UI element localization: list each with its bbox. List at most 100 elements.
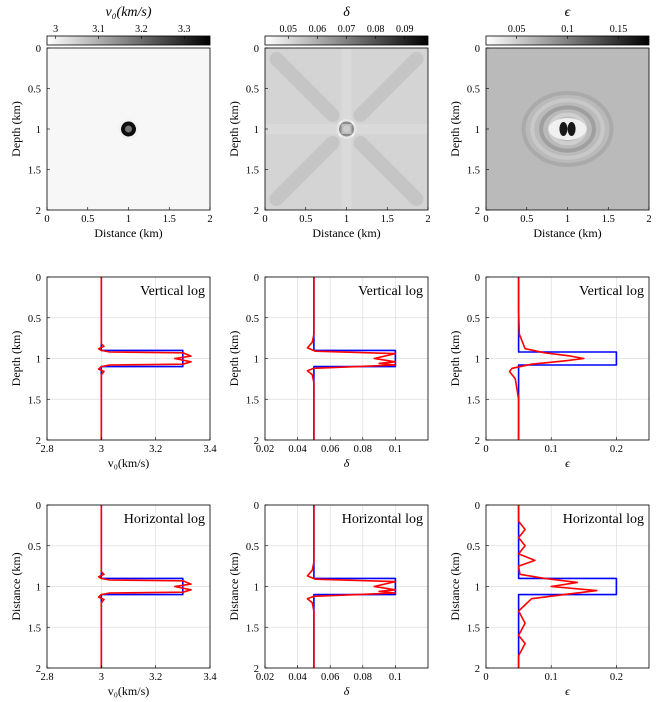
x-tick-label: 0.1 [389,444,402,455]
y-axis-label: Depth (km) [448,101,462,157]
x-tick-label: 0.08 [354,672,372,683]
x-tick-label: 0.02 [256,672,274,683]
y-tick-label: 2 [36,436,41,447]
colorbar-title: ϵ [565,5,572,20]
colorbar-tick-label: 0.15 [610,24,628,35]
x-tick-label: 0.1 [389,672,402,683]
colorbar-tick-label: 3.3 [178,24,191,35]
colorbar-tick-label: 0.07 [338,24,356,35]
colorbar-tick-label: 0.05 [508,24,526,35]
y-tick-label: 0 [254,501,259,512]
y-tick-label: 0.5 [467,85,480,96]
y-tick-label: 2 [254,206,259,217]
x-tick-label: 0.5 [520,214,533,225]
x-tick-label: 0.1 [545,444,558,455]
cross-streak [269,136,340,206]
x-tick-label: 1 [344,214,349,225]
colorbar-tick-label: 3 [53,24,58,35]
y-tick-label: 1 [254,125,259,136]
x-axis-label: ϵ [565,684,571,698]
colorbar-title: v₀(km/s) [105,5,151,20]
x-tick-label: 0 [483,444,488,455]
y-tick-label: 1 [254,583,259,594]
y-tick-label: 1.5 [467,623,480,634]
x-tick-label: 1.5 [381,214,394,225]
ripple-band [521,91,614,167]
panel-annotation: Vertical log [358,284,423,299]
y-tick-label: 2 [475,664,480,675]
x-tick-label: 2 [646,214,651,225]
map-features [265,48,428,210]
panel-annotation: Horizontal log [124,512,205,527]
colorbar-tick-label: 3.1 [92,24,105,35]
y-tick-label: 2 [475,436,480,447]
y-tick-label: 0 [475,273,480,284]
series-line-red [97,277,192,440]
y-tick-label: 2 [36,664,41,675]
y-tick-label: 1.5 [246,395,259,406]
y-tick-label: 0.5 [467,314,480,325]
y-tick-label: 0 [254,273,259,284]
y-axis-label: Distance (km) [227,552,241,620]
y-tick-label: 0 [475,501,480,512]
x-axis-label: v₀(km/s) [108,456,150,470]
y-tick-label: 1.5 [467,395,480,406]
map-features [521,91,614,167]
x-axis-label: δ [344,684,350,698]
ripple-band [539,105,596,153]
x-axis-label: ϵ [565,456,571,470]
y-axis-label: Depth (km) [227,331,241,387]
panel-hlog-v0: Horizontal log 2.8 3 3.2 3.4 0 0.5 1 1.5 2 v₀(km/s… [9,501,217,698]
x-tick-label: 0.5 [81,214,94,225]
x-tick-label: 3.4 [203,672,217,683]
map-features [118,119,139,139]
y-axis-label: Depth (km) [227,101,241,157]
x-tick-label: 2.8 [40,444,53,455]
x-tick-label: 0 [483,214,488,225]
ripple-band [530,98,605,160]
panel-map-v0: 3 3.1 3.2 3.3v₀(km/s)0 0.5 1 1.5 200.511.52Dist… [9,5,213,240]
y-tick-label: 1.5 [467,166,480,177]
x-tick-label: 1.5 [163,214,176,225]
anomaly-lobe [559,122,568,136]
colorbar-tick-label: 0.08 [367,24,385,35]
series-line-blue [517,277,618,440]
x-tick-label: 0 [44,214,49,225]
x-tick-label: 0.04 [288,444,307,455]
y-tick-label: 0 [36,273,41,284]
x-tick-label: 0.5 [299,214,312,225]
y-tick-label: 0 [254,44,259,55]
x-tick-label: 2 [207,214,212,225]
x-tick-label: 3 [99,672,104,683]
y-tick-label: 2 [254,436,259,447]
y-axis-label: Depth (km) [448,331,462,387]
series-line-red [306,505,397,668]
y-tick-label: 1 [475,583,480,594]
y-tick-label: 1 [254,355,259,366]
colorbar-tick-label: 0.05 [280,24,298,35]
y-tick-label: 1 [475,125,480,136]
x-tick-label: 1 [565,214,570,225]
series-line-red [517,505,598,668]
y-tick-label: 0.5 [28,85,41,96]
x-tick-label: 0.04 [288,672,307,683]
x-tick-label: 1 [126,214,131,225]
x-axis-label: Distance (km) [312,226,380,240]
y-tick-label: 2 [36,206,41,217]
y-tick-label: 0.5 [467,542,480,553]
y-tick-label: 2 [475,206,480,217]
y-axis-label: Distance (km) [9,552,23,620]
x-tick-label: 0.08 [354,444,372,455]
x-tick-label: 0.06 [321,444,339,455]
y-tick-label: 1 [475,355,480,366]
y-tick-label: 2 [254,664,259,675]
y-tick-label: 0 [36,44,41,55]
y-tick-label: 1.5 [28,166,41,177]
y-tick-label: 0.5 [28,314,41,325]
y-tick-label: 1.5 [246,166,259,177]
x-tick-label: 1.5 [602,214,615,225]
x-tick-label: 0.1 [545,672,558,683]
